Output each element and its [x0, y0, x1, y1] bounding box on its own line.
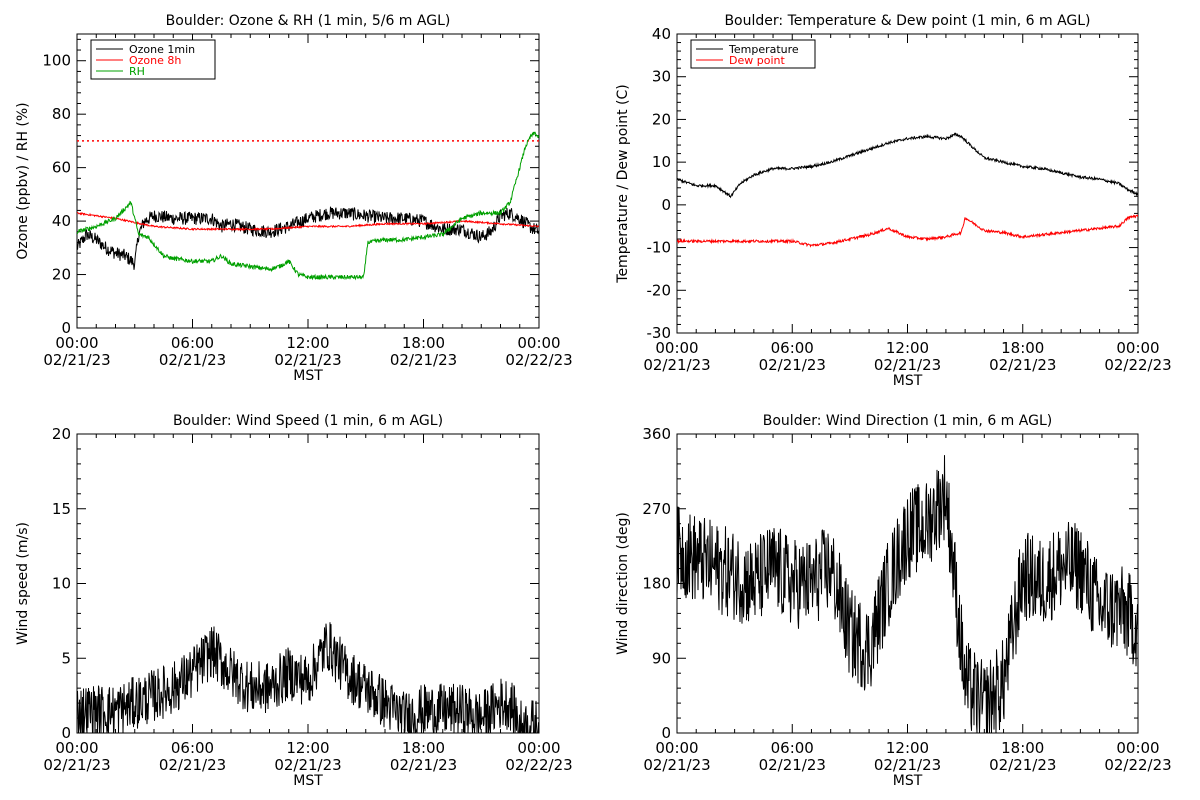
series-line-3	[77, 131, 539, 281]
series-line-1	[677, 455, 1138, 733]
x-tick-time: 12:00	[886, 739, 929, 757]
y-tick-label: 60	[52, 159, 71, 177]
x-tick-time: 06:00	[771, 339, 814, 357]
x-tick-time: 18:00	[402, 334, 445, 352]
y-tick-label: 15	[52, 500, 71, 518]
x-tick-time: 06:00	[171, 334, 214, 352]
x-tick-date: 02/21/23	[43, 351, 110, 369]
x-tick-time: 12:00	[886, 339, 929, 357]
x-tick-date: 02/21/23	[159, 756, 226, 774]
legend-box	[690, 39, 816, 69]
x-tick-date: 02/21/23	[43, 756, 110, 774]
plot-frame	[676, 33, 1139, 334]
x-tick-date: 02/22/23	[1104, 756, 1171, 774]
x-axis-label: MST	[293, 773, 323, 789]
y-tick-label: 0	[61, 724, 71, 742]
y-tick-label: 270	[642, 500, 671, 518]
y-axis-label: Wind direction (deg)	[615, 512, 631, 655]
x-tick-time: 00:00	[655, 339, 698, 357]
chart-panel-1: Boulder: Ozone & RH (1 min, 5/6 m AGL)02…	[15, 13, 573, 384]
legend-label: Temperature	[728, 43, 799, 56]
x-tick-time: 18:00	[1001, 339, 1044, 357]
y-tick-label: 90	[652, 649, 671, 667]
x-tick-date: 02/21/23	[159, 351, 226, 369]
series-line-1	[677, 132, 1138, 199]
x-tick-date: 02/21/23	[759, 356, 826, 374]
x-tick-time: 00:00	[517, 739, 560, 757]
y-tick-label: 360	[642, 425, 671, 443]
legend-label: Ozone 8h	[129, 54, 181, 67]
chart-title: Boulder: Wind Speed (1 min, 6 m AGL)	[173, 413, 443, 429]
y-tick-label: 5	[61, 649, 71, 667]
y-axis-label: Ozone (ppbv) / RH (%)	[15, 102, 31, 259]
x-tick-time: 00:00	[655, 739, 698, 757]
x-tick-date: 02/21/23	[643, 356, 710, 374]
chart-panel-2: Boulder: Temperature & Dew point (1 min,…	[615, 13, 1172, 389]
x-tick-time: 00:00	[55, 739, 98, 757]
x-tick-time: 00:00	[1116, 339, 1159, 357]
chart-panel-3: Boulder: Wind Speed (1 min, 6 m AGL) 0 5 10…	[15, 413, 573, 789]
y-tick-label: -20	[647, 281, 672, 299]
x-tick-time: 00:00	[517, 334, 560, 352]
y-tick-label: 0	[661, 724, 671, 742]
x-tick-time: 06:00	[771, 739, 814, 757]
series-line-2	[677, 214, 1138, 248]
legend-label: RH	[129, 65, 145, 78]
x-tick-date: 02/21/23	[643, 756, 710, 774]
y-tick-label: 40	[52, 212, 71, 230]
chart-title: Boulder: Ozone & RH (1 min, 5/6 m AGL)	[166, 13, 451, 29]
y-tick-label: 30	[652, 68, 671, 86]
y-tick-label: -10	[647, 239, 672, 257]
chart-title: Boulder: Temperature & Dew point (1 min,…	[724, 13, 1090, 29]
x-tick-date: 02/21/23	[874, 756, 941, 774]
x-tick-date: 02/21/23	[274, 351, 341, 369]
x-tick-date: 02/21/23	[989, 756, 1056, 774]
x-tick-time: 06:00	[171, 739, 214, 757]
x-tick-date: 02/21/23	[874, 356, 941, 374]
x-tick-date: 02/22/23	[505, 351, 572, 369]
y-tick-label: 0	[661, 196, 671, 214]
chart-panel-4: Boulder: Wind Direction (1 min, 6 m AGL)…	[615, 413, 1172, 789]
x-axis-label: MST	[893, 373, 923, 389]
x-tick-time: 18:00	[402, 739, 445, 757]
chart-title: Boulder: Wind Direction (1 min, 6 m AGL)	[763, 413, 1052, 429]
y-tick-label: 20	[652, 110, 671, 128]
y-tick-label: 40	[652, 25, 671, 43]
series-line-1	[77, 622, 539, 733]
y-tick-label: 20	[52, 266, 71, 284]
x-tick-time: 18:00	[1001, 739, 1044, 757]
y-tick-label: 10	[652, 153, 671, 171]
x-tick-date: 02/21/23	[390, 756, 457, 774]
y-tick-label: 20	[52, 425, 71, 443]
legend-label: Dew point	[729, 54, 785, 67]
x-tick-time: 00:00	[1116, 739, 1159, 757]
y-axis-label: Temperature / Dew point (C)	[615, 84, 631, 283]
series-line-2	[77, 211, 539, 232]
series-line-1	[77, 206, 539, 270]
x-tick-date: 02/21/23	[759, 756, 826, 774]
y-tick-label: 100	[42, 52, 71, 70]
x-tick-time: 12:00	[286, 334, 329, 352]
x-tick-date: 02/21/23	[390, 351, 457, 369]
x-axis-label: MST	[293, 368, 323, 384]
x-tick-date: 02/22/23	[505, 756, 572, 774]
y-tick-label: 0	[61, 319, 71, 337]
x-tick-date: 02/21/23	[989, 356, 1056, 374]
x-tick-time: 00:00	[55, 334, 98, 352]
y-tick-label: 180	[642, 575, 671, 593]
x-axis-label: MST	[893, 773, 923, 789]
y-tick-label: -30	[647, 324, 672, 342]
y-axis-label: Wind speed (m/s)	[15, 522, 31, 645]
y-tick-label: 10	[52, 575, 71, 593]
x-tick-date: 02/21/23	[274, 756, 341, 774]
legend-label: Ozone 1min	[129, 43, 195, 56]
y-tick-label: 80	[52, 105, 71, 123]
x-tick-date: 02/22/23	[1104, 356, 1171, 374]
x-tick-time: 12:00	[286, 739, 329, 757]
